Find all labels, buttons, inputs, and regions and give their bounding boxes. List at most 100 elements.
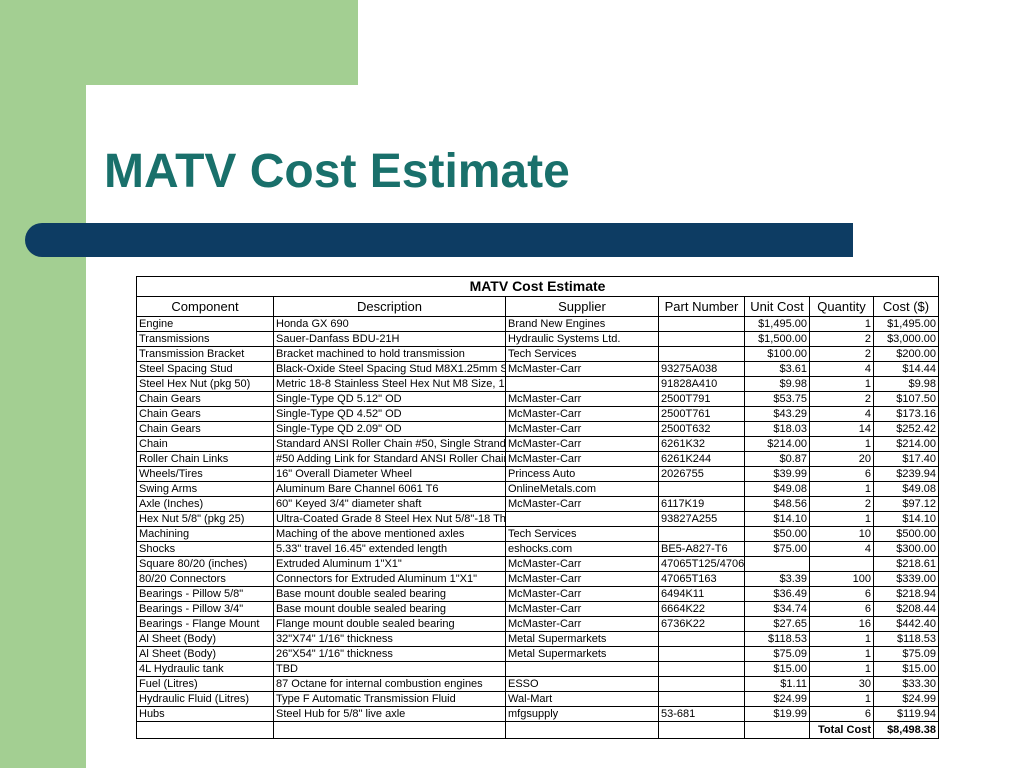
table-cell[interactable] [744, 721, 810, 739]
table-cell[interactable]: $34.74 [744, 601, 810, 617]
table-cell[interactable]: 4 [809, 406, 874, 422]
table-cell[interactable]: Black-Oxide Steel Spacing Stud M8X1.25mm… [273, 361, 506, 377]
table-cell[interactable]: 2 [809, 391, 874, 407]
table-cell[interactable]: Steel Hub for 5/8" live axle [273, 706, 506, 722]
table-cell[interactable]: 4 [809, 541, 874, 557]
table-cell[interactable]: $75.09 [744, 646, 810, 662]
table-cell[interactable] [658, 676, 745, 692]
table-cell[interactable]: McMaster-Carr [505, 571, 659, 587]
table-cell[interactable]: mfgsupply [505, 706, 659, 722]
table-cell[interactable]: 1 [809, 316, 874, 332]
table-cell[interactable]: Metal Supermarkets [505, 631, 659, 647]
table-cell[interactable]: 20 [809, 451, 874, 467]
table-cell[interactable]: Al Sheet (Body) [136, 631, 274, 647]
table-cell[interactable]: 91828A410 [658, 376, 745, 392]
table-cell[interactable]: $500.00 [873, 526, 939, 542]
table-cell[interactable]: Standard ANSI Roller Chain #50, Single S… [273, 436, 506, 452]
table-cell[interactable]: Brand New Engines [505, 316, 659, 332]
table-cell[interactable]: McMaster-Carr [505, 421, 659, 437]
table-cell[interactable]: $43.29 [744, 406, 810, 422]
table-cell[interactable]: Steel Hex Nut (pkg 50) [136, 376, 274, 392]
table-cell[interactable]: 6664K22 [658, 601, 745, 617]
table-cell[interactable]: Bearings - Pillow 5/8" [136, 586, 274, 602]
table-cell[interactable]: 6 [809, 586, 874, 602]
table-cell[interactable]: 30 [809, 676, 874, 692]
table-cell[interactable]: 32"X74" 1/16" thickness [273, 631, 506, 647]
table-cell[interactable]: $18.03 [744, 421, 810, 437]
table-cell[interactable]: $300.00 [873, 541, 939, 557]
table-cell[interactable] [658, 721, 745, 739]
table-cell[interactable]: Flange mount double sealed bearing [273, 616, 506, 632]
table-cell[interactable]: 6 [809, 466, 874, 482]
table-cell[interactable]: OnlineMetals.com [505, 481, 659, 497]
table-cell[interactable]: $3,000.00 [873, 331, 939, 347]
table-cell[interactable]: $27.65 [744, 616, 810, 632]
table-cell[interactable]: 2500T791 [658, 391, 745, 407]
table-cell[interactable]: McMaster-Carr [505, 601, 659, 617]
table-cell[interactable]: Single-Type QD 4.52" OD [273, 406, 506, 422]
table-cell[interactable] [658, 331, 745, 347]
table-cell[interactable]: Al Sheet (Body) [136, 646, 274, 662]
table-cell[interactable]: McMaster-Carr [505, 436, 659, 452]
table-cell[interactable]: $214.00 [744, 436, 810, 452]
table-cell[interactable]: 2 [809, 331, 874, 347]
table-cell[interactable]: $214.00 [873, 436, 939, 452]
table-cell[interactable]: Fuel (Litres) [136, 676, 274, 692]
table-cell[interactable]: 1 [809, 661, 874, 677]
table-cell[interactable]: McMaster-Carr [505, 496, 659, 512]
table-cell[interactable]: McMaster-Carr [505, 451, 659, 467]
table-cell[interactable]: $3.61 [744, 361, 810, 377]
table-cell[interactable]: $118.53 [744, 631, 810, 647]
table-cell[interactable]: Hydraulic Fluid (Litres) [136, 691, 274, 707]
table-cell[interactable]: Extruded Aluminum 1"X1" [273, 556, 506, 572]
table-cell[interactable] [744, 556, 810, 572]
table-cell[interactable]: 80/20 Connectors [136, 571, 274, 587]
table-cell[interactable]: Hex Nut 5/8" (pkg 25) [136, 511, 274, 527]
table-cell[interactable]: 6261K32 [658, 436, 745, 452]
table-cell[interactable]: eshocks.com [505, 541, 659, 557]
table-cell[interactable]: Aluminum Bare Channel 6061 T6 [273, 481, 506, 497]
table-cell[interactable]: $0.87 [744, 451, 810, 467]
table-cell[interactable] [658, 691, 745, 707]
table-cell[interactable]: 6261K244 [658, 451, 745, 467]
table-cell[interactable]: Base mount double sealed bearing [273, 601, 506, 617]
table-cell[interactable]: $24.99 [873, 691, 939, 707]
table-cell[interactable]: Single-Type QD 2.09" OD [273, 421, 506, 437]
table-cell[interactable]: 16" Overall Diameter Wheel [273, 466, 506, 482]
table-cell[interactable]: TBD [273, 661, 506, 677]
table-cell[interactable]: Wal-Mart [505, 691, 659, 707]
table-cell[interactable]: $36.49 [744, 586, 810, 602]
table-cell[interactable]: $3.39 [744, 571, 810, 587]
table-cell[interactable]: Swing Arms [136, 481, 274, 497]
table-cell[interactable]: $442.40 [873, 616, 939, 632]
table-cell[interactable] [658, 646, 745, 662]
table-cell[interactable]: 6736K22 [658, 616, 745, 632]
table-cell[interactable]: Chain [136, 436, 274, 452]
table-cell[interactable]: McMaster-Carr [505, 406, 659, 422]
table-cell[interactable]: Roller Chain Links [136, 451, 274, 467]
table-cell[interactable]: $173.16 [873, 406, 939, 422]
table-cell[interactable]: McMaster-Carr [505, 361, 659, 377]
table-cell[interactable]: 53-681 [658, 706, 745, 722]
table-cell[interactable]: Hubs [136, 706, 274, 722]
table-cell[interactable]: #50 Adding Link for Standard ANSI Roller… [273, 451, 506, 467]
table-cell[interactable] [658, 631, 745, 647]
table-cell[interactable]: $53.75 [744, 391, 810, 407]
table-cell[interactable]: Chain Gears [136, 406, 274, 422]
table-cell[interactable]: $33.30 [873, 676, 939, 692]
table-cell[interactable]: $107.50 [873, 391, 939, 407]
table-cell[interactable]: Square 80/20 (inches) [136, 556, 274, 572]
table-cell[interactable]: McMaster-Carr [505, 391, 659, 407]
table-cell[interactable]: $14.10 [744, 511, 810, 527]
table-cell[interactable] [273, 721, 506, 739]
table-cell[interactable]: 2500T632 [658, 421, 745, 437]
table-cell[interactable]: Tech Services [505, 346, 659, 362]
table-cell[interactable]: $100.00 [744, 346, 810, 362]
table-cell[interactable]: 2 [809, 346, 874, 362]
table-cell[interactable] [658, 526, 745, 542]
table-cell[interactable] [505, 511, 659, 527]
table-cell[interactable]: $49.08 [744, 481, 810, 497]
table-cell[interactable]: $14.10 [873, 511, 939, 527]
table-cell[interactable]: $339.00 [873, 571, 939, 587]
table-cell[interactable]: $24.99 [744, 691, 810, 707]
